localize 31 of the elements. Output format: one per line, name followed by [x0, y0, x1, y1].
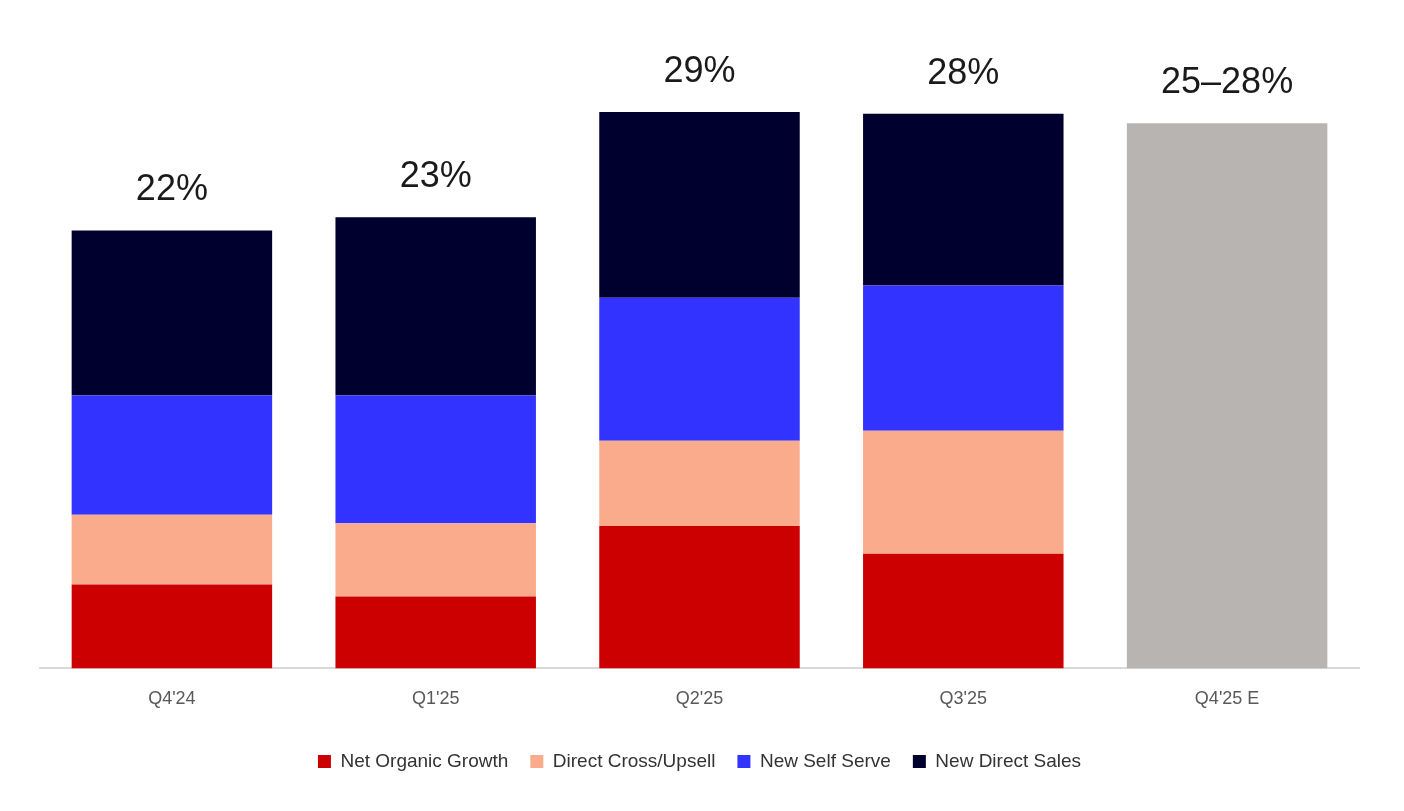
x-tick-label: Q4'24	[148, 688, 196, 709]
legend-label: Direct Cross/Upsell	[552, 749, 716, 771]
x-tick-label: Q2'25	[675, 688, 724, 709]
bar	[599, 297, 800, 441]
bar	[335, 217, 536, 396]
bar	[335, 395, 536, 524]
bar	[863, 285, 1064, 431]
x-tick-label: Q3'25	[939, 688, 988, 709]
bar	[599, 440, 800, 526]
bar	[1126, 123, 1328, 669]
annotation: 28%	[927, 50, 1000, 92]
bar	[599, 112, 800, 298]
bar	[71, 395, 273, 515]
annotation: 25–28%	[1161, 60, 1294, 102]
annotation: 22%	[135, 167, 208, 209]
annotation: 23%	[399, 154, 472, 196]
bar	[335, 596, 536, 669]
legend-label: Net Organic Growth	[340, 749, 509, 771]
bar	[71, 584, 273, 669]
legend-label: New Self Serve	[759, 749, 891, 771]
bar	[335, 523, 536, 597]
bar	[863, 430, 1064, 554]
bar	[863, 553, 1064, 669]
legend-label: New Direct Sales	[935, 749, 1082, 771]
bar	[71, 514, 273, 585]
x-tick-label: Q4'25 E	[1194, 688, 1260, 709]
bar	[599, 525, 800, 669]
bar	[71, 230, 273, 396]
annotation: 29%	[663, 48, 736, 90]
bar	[863, 113, 1064, 286]
x-tick-label: Q1'25	[411, 688, 460, 709]
